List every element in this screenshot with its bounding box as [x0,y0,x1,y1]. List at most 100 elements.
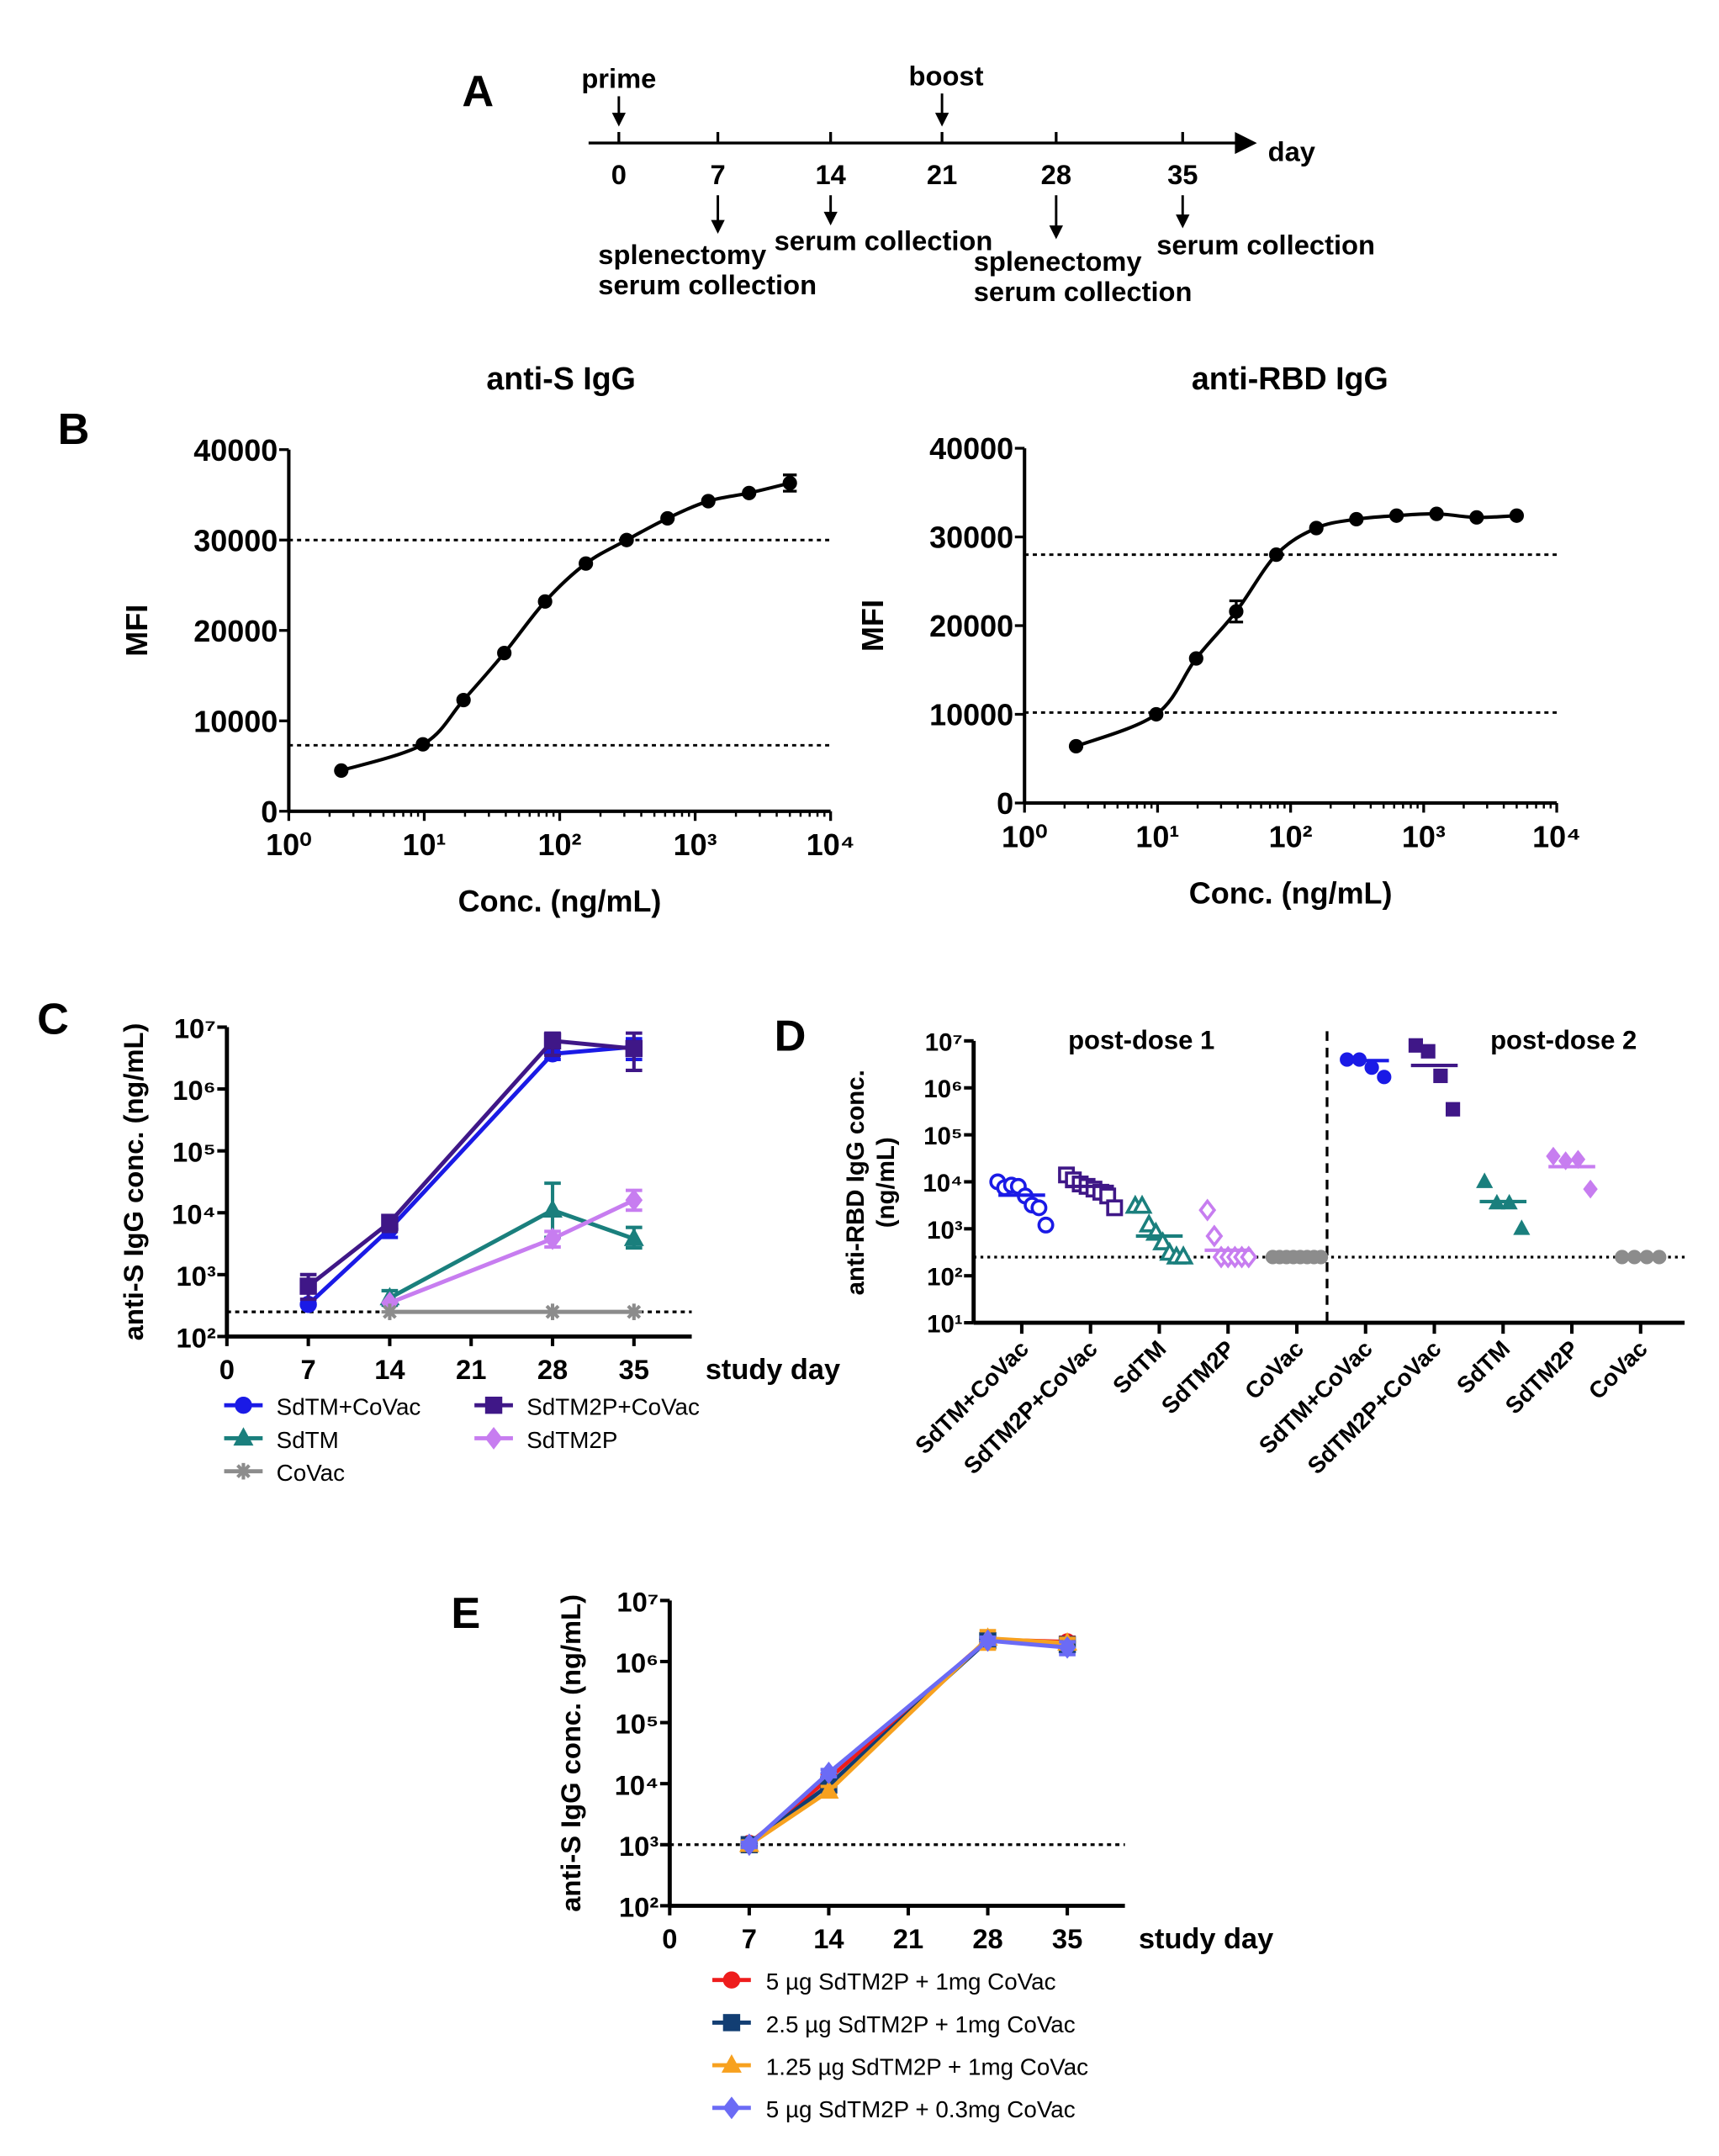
star-stroke [236,1464,251,1479]
data-point [1205,1224,1224,1248]
timeline-day-label: 14 [815,159,845,190]
x-tick-label: 35 [1052,1923,1082,1954]
legend-item: SdTM2P+CoVac [474,1394,700,1420]
data-point [619,532,634,547]
y-axis-label: anti-S IgG conc. (ng/mL) [555,1594,586,1912]
legend-label: CoVac [277,1460,345,1486]
group-covac [1265,1250,1329,1265]
legend-marker [484,1396,503,1414]
legend-label: 5 µg SdTM2P + 1mg CoVac [766,1968,1056,1995]
panel-label-a: A [462,67,494,116]
y-axis-label-line2: (ng/mL) [872,1137,900,1228]
series-5-g-sdtm2p-0-3mg-covac [740,1629,1076,1857]
y-tick-label: 10⁶ [172,1075,215,1106]
time-course-chart-c: 0 7 14 21 28 35 10² 10³ 10⁴ 10⁵ 10⁶ 10⁷ study day ant… [118,1013,840,1487]
x-tick-label: CoVac [1240,1335,1309,1404]
x-tick-label: 10⁴ [1532,819,1581,853]
y-tick-label: 10000 [929,698,1013,732]
scatter-chart-d: 10¹ 10² 10³ 10⁴ 10⁵ 10⁶ 10⁷ anti-RBD IgG conc.(… [842,1026,1685,1479]
data-point [299,1277,317,1295]
data-point [1469,510,1484,525]
y-tick-label: 10⁷ [174,1013,216,1044]
x-tick-label: 10⁰ [1002,819,1047,853]
y-tick-label: 10² [927,1264,963,1292]
x-tick-label: 28 [972,1923,1002,1954]
x-tick-label: 10³ [674,827,717,862]
series-line [389,1198,635,1305]
x-axis-label: study day [706,1354,840,1386]
legend-item: SdTM+CoVac [224,1394,421,1420]
y-tick-label: 10⁷ [925,1028,963,1056]
series-sdtm2p [381,1188,643,1314]
x-axis-label: Conc. (ng/mL) [458,884,662,918]
data-point [1030,1199,1048,1217]
data-point [544,1303,561,1320]
data-point [979,1629,997,1652]
dose-arrowhead [934,113,949,127]
day14-event-1: serum collection [775,225,993,256]
day7-event-2: serum collection [598,269,817,300]
y-tick-label: 10² [619,1891,659,1922]
y-tick-label: 10⁶ [923,1075,962,1103]
day7-event-1: splenectomy [598,239,766,270]
data-point [1420,1044,1436,1059]
panel-label-b: B [58,405,90,454]
timeline-diagram: prime boost day 0 7 14 21 28 35 splenectomy s… [581,60,1375,307]
data-point [625,1039,643,1058]
data-point [1388,508,1404,523]
x-tick-label: 10⁰ [266,827,311,862]
data-point [1509,508,1525,523]
y-axis-label-line1: anti-RBD IgG conc. [842,1070,870,1295]
legend-marker [722,1971,741,1989]
data-point [415,737,431,752]
timeline-day-label: 0 [611,159,627,190]
day35-event-1: serum collection [1156,230,1375,261]
x-tick-label: 10⁴ [807,827,855,862]
x-tick-label: CoVac [1584,1335,1653,1404]
data-point [1152,1231,1173,1250]
timeline-day-label: 35 [1167,159,1198,190]
series-sdtm [379,1181,644,1308]
section-title-post-dose-2: post-dose 2 [1490,1026,1637,1055]
day28-event-2: serum collection [974,276,1193,307]
x-tick-label: 0 [220,1354,235,1385]
y-tick-label: 10⁵ [923,1123,963,1150]
data-point [579,556,594,571]
x-tick-label: 21 [893,1923,923,1954]
x-tick-label: 10¹ [1135,819,1179,853]
timeline-arrowhead [1235,131,1257,155]
y-tick-label: 40000 [929,431,1013,466]
series-covac [381,1303,643,1320]
time-course-chart-e: 0 7 14 21 28 35 10² 10³ 10⁴ 10⁵ 10⁶ 10⁷ study day ant… [555,1586,1273,2122]
data-point [818,1780,839,1799]
legend-item: 1.25 µg SdTM2P + 1mg CoVac [712,2054,1088,2080]
legend-marker [235,1396,252,1414]
star-stroke [545,1304,560,1319]
legend-label: SdTM2P+CoVac [526,1394,700,1420]
data-point [1106,1199,1124,1217]
data-point [1583,1179,1598,1199]
star-stroke [627,1304,642,1319]
data-point [1546,1146,1561,1166]
y-axis-label: MFI [855,600,890,652]
y-tick-label: 30000 [193,523,278,557]
x-tick-label: SdTM2P [1500,1335,1584,1419]
data-point [381,1303,399,1320]
legend-marker [722,2014,741,2032]
y-tick-label: 10⁴ [615,1769,659,1800]
data-point [626,1303,643,1320]
panel-label-e: E [451,1589,480,1638]
boost-label: boost [909,60,984,91]
group-sdtm [1124,1194,1194,1265]
data-point [542,1199,563,1218]
legend-label: SdTM+CoVac [277,1394,421,1420]
data-point [1229,604,1244,619]
panel-label-d: D [775,1012,807,1060]
star-stroke [383,1304,397,1319]
group-sdtm-covac [1340,1052,1392,1085]
data-point [1068,738,1084,754]
legend-label: SdTM2P [526,1427,617,1453]
y-tick-label: 30000 [929,521,1013,555]
group-covac [1615,1250,1667,1265]
data-point [1309,521,1324,536]
